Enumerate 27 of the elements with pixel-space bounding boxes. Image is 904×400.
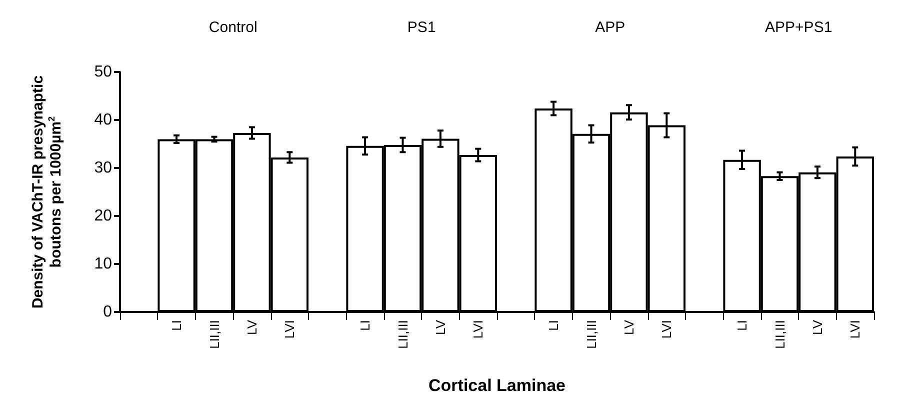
text: Control	[208, 19, 258, 36]
x-tick-label: LII,III	[584, 320, 599, 349]
text: PS1	[407, 19, 436, 36]
x-tick-label: LVI	[659, 320, 674, 339]
x-tick-label: LV	[621, 320, 636, 335]
x-tick-label: LV	[810, 320, 825, 335]
y-tick-label: 10	[94, 256, 112, 272]
x-tick-label: LI	[358, 320, 373, 331]
text: APP	[595, 19, 626, 36]
x-axis-title: Cortical Laminae	[428, 376, 566, 395]
y-tick-label: 0	[103, 304, 112, 320]
x-tick-label: LI	[546, 320, 562, 331]
y-tick-label: 50	[94, 64, 112, 80]
y-tick-label: 30	[94, 160, 112, 176]
x-tick-label: LII,III	[395, 320, 410, 349]
x-tick-label: LI	[734, 320, 750, 331]
x-tick-label: LVI	[848, 320, 863, 339]
y-tick-label: 40	[94, 112, 112, 128]
x-tick-label: LV	[432, 320, 448, 335]
text: APP+PS1	[765, 19, 832, 36]
x-tick-label: LVI	[282, 320, 298, 339]
x-tick-label: LVI	[470, 320, 486, 339]
x-tick-label: LII,III	[772, 320, 788, 349]
x-tick-label: LII,III	[206, 320, 222, 349]
y-tick-label: 20	[94, 208, 112, 224]
x-tick-label: LI	[169, 320, 184, 331]
x-tick-label: LV	[244, 320, 260, 335]
